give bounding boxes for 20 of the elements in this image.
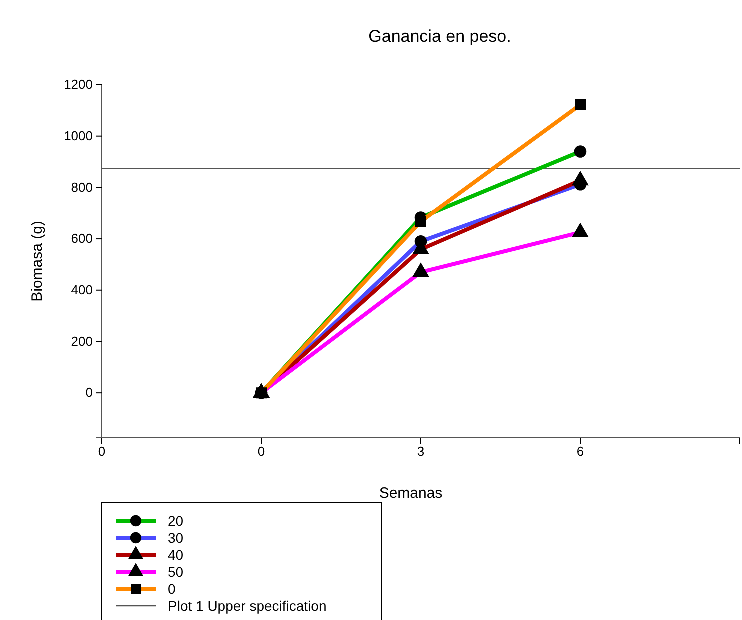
legend-label: 50	[168, 564, 184, 580]
y-tick-label: 0	[86, 385, 93, 400]
legend-label: 20	[168, 513, 184, 529]
y-tick-label: 1000	[64, 128, 93, 144]
y-axis-title: Biomasa (g)	[29, 221, 46, 302]
x-tick-label: 6	[576, 444, 584, 460]
x-tick-label: 3	[417, 444, 425, 460]
y-tick-label: 800	[71, 180, 93, 195]
legend-label: 0	[168, 581, 176, 597]
y-tick-label: 400	[71, 282, 93, 298]
legend-label: 40	[168, 547, 184, 563]
x-axis-title: Semanas	[379, 485, 443, 502]
y-tick-label: 200	[71, 334, 93, 349]
y-tick-label: 600	[71, 231, 93, 246]
x-tick-label: 0	[258, 444, 266, 460]
chart-title: Ganancia en peso.	[368, 27, 512, 46]
x-tick-label: 0	[98, 444, 106, 460]
y-tick-label: 1200	[64, 77, 93, 92]
legend-label: 30	[168, 530, 184, 546]
legend-label: Plot 1 Upper specification	[168, 598, 327, 614]
